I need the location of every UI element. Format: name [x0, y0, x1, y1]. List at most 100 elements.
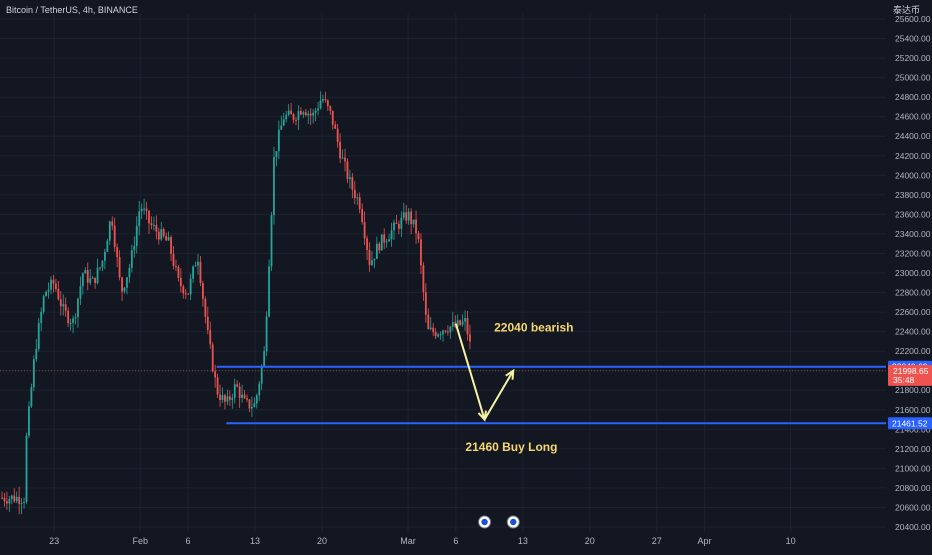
y-tick-label: 23800.00: [895, 190, 931, 200]
candle-body: [128, 267, 131, 278]
candle-body: [319, 100, 322, 109]
candle-body: [52, 279, 55, 284]
drawings[interactable]: 22040 bearish 21460 Buy Long: [0, 321, 886, 529]
candle-body: [248, 399, 251, 409]
candle-body: [13, 495, 16, 502]
candle-body: [62, 304, 65, 307]
candle-body: [456, 320, 459, 327]
candle-body: [290, 110, 292, 115]
candle-body: [280, 125, 283, 130]
candle-body: [344, 157, 346, 162]
candle-body: [157, 231, 160, 240]
candle-body: [246, 398, 248, 400]
time-axis[interactable]: 23 Feb 6 13 20 Mar 6 13 20 27 Apr 10: [49, 536, 796, 546]
x-tick-label: Mar: [400, 536, 416, 546]
projection-path[interactable]: [454, 323, 515, 421]
candle-body: [385, 241, 388, 243]
candle-body: [182, 286, 185, 294]
candle-body: [150, 223, 153, 226]
candle-body: [402, 212, 405, 218]
candle-body: [429, 327, 432, 330]
candle-body: [84, 270, 87, 274]
flag-icon: [481, 518, 488, 526]
annotation-label[interactable]: 22040 bearish: [494, 321, 573, 335]
candle-body: [375, 243, 378, 259]
candle-body: [64, 304, 67, 311]
candle-body: [243, 394, 246, 399]
x-tick-label: 10: [786, 536, 796, 546]
arrow-head-up: [505, 368, 515, 380]
candle-body: [442, 330, 444, 335]
candle-body: [304, 112, 307, 116]
y-tick-label: 21600.00: [895, 405, 931, 415]
candle-body: [371, 260, 373, 266]
candle-body: [138, 211, 141, 226]
current-price-label: 21998.65: [893, 366, 929, 376]
candle-body: [177, 266, 180, 278]
candle-body: [258, 383, 261, 396]
candle-body: [40, 311, 43, 323]
candle-body: [405, 212, 408, 221]
candle-body: [412, 219, 415, 225]
candle-body: [133, 246, 136, 251]
level-price-tag[interactable]: [888, 417, 932, 430]
candle-body: [145, 208, 148, 211]
candle-body: [10, 495, 13, 499]
price-axis[interactable]: 25600.00 25400.00 25200.00 25000.00 24800.00…: [888, 14, 932, 532]
y-tick-label: 21800.00: [895, 385, 931, 395]
candle-body: [160, 229, 163, 240]
current-price-tag[interactable]: [888, 364, 932, 386]
candle-body: [461, 321, 464, 325]
candle-body: [302, 112, 305, 115]
candle-body: [380, 234, 383, 251]
candle-body: [155, 224, 158, 232]
candle-body: [192, 266, 194, 279]
candle-body: [148, 210, 150, 224]
candle-body: [349, 177, 351, 179]
candle-body: [226, 396, 229, 402]
candle-body: [427, 314, 430, 330]
x-tick-label: 6: [186, 536, 191, 546]
candle-body: [221, 395, 224, 400]
x-tick-label: Feb: [132, 536, 148, 546]
candle-body: [447, 331, 449, 333]
candle-body: [30, 387, 33, 407]
y-tick-label: 23600.00: [895, 209, 931, 219]
candle-body: [236, 384, 239, 387]
candle-body: [317, 108, 319, 111]
candle-body: [322, 99, 324, 101]
candle-body: [175, 266, 177, 268]
annotation-label[interactable]: 21460 Buy Long: [465, 440, 557, 454]
candle-body: [135, 225, 138, 247]
y-tick-label: 24000.00: [895, 170, 931, 180]
candle-body: [42, 296, 45, 312]
candle-body: [204, 298, 207, 317]
candle-body: [69, 323, 72, 325]
candle-body: [388, 239, 390, 242]
candle-body: [314, 110, 317, 113]
candles: [1, 91, 471, 515]
candle-body: [165, 235, 168, 241]
x-tick-label: Apr: [698, 536, 712, 546]
candle-body: [108, 221, 111, 241]
candle-body: [251, 406, 253, 409]
y-tick-label: 21200.00: [895, 444, 931, 454]
candle-body: [341, 157, 344, 159]
candle-body: [126, 277, 128, 288]
candle-body: [358, 197, 361, 210]
y-tick-label: 25000.00: [895, 73, 931, 83]
candle-body: [368, 249, 371, 266]
x-tick-label: 20: [585, 536, 595, 546]
y-tick-label: 20400.00: [895, 522, 931, 532]
candle-body: [361, 209, 364, 223]
candle-body: [285, 114, 288, 120]
candle-body: [199, 261, 202, 284]
candle-body: [233, 384, 236, 398]
candle-body: [130, 250, 133, 268]
candle-body: [398, 223, 400, 229]
candle-body: [224, 395, 226, 402]
candle-body: [324, 99, 327, 101]
candle-body: [268, 266, 270, 317]
